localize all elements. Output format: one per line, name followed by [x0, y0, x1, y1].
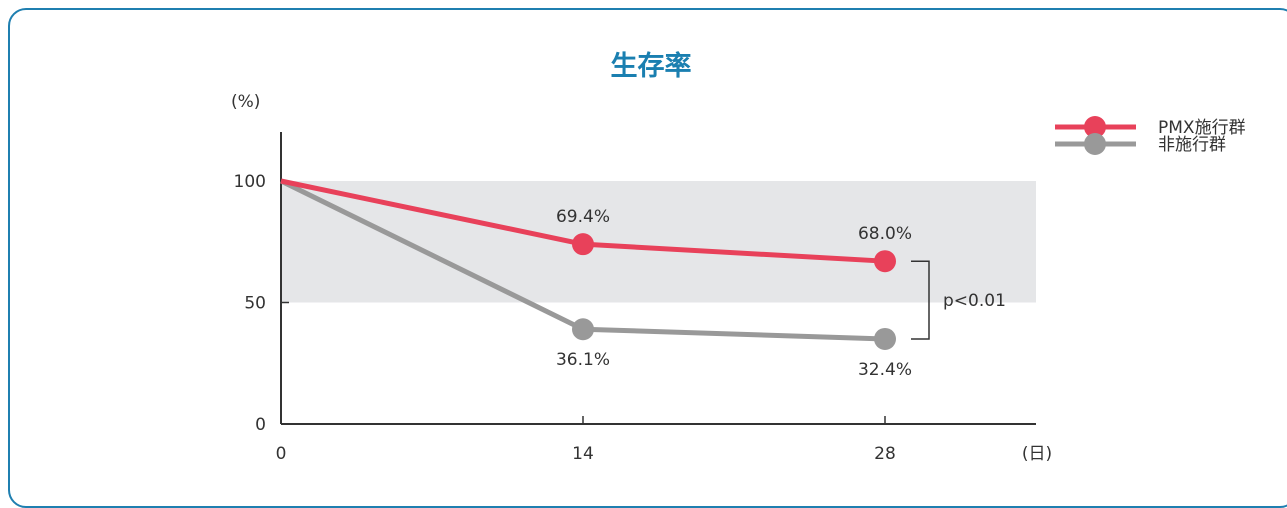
y-tick-label: 100 — [234, 172, 266, 192]
y-tick-label: 50 — [244, 294, 266, 314]
data-label: 32.4% — [858, 360, 912, 380]
x-tick-label: 0 — [276, 444, 287, 464]
significance-bracket — [911, 260, 930, 340]
significance-label: p<0.01 — [943, 291, 1006, 311]
shaded-band — [281, 181, 1036, 303]
survival-chart: 0 50 100 0 14 28 (%) (日) 69.4% 68.0% 36.1% 32.4% p<… — [231, 92, 1246, 464]
data-label: 69.4% — [556, 207, 610, 227]
y-tick-label: 0 — [255, 415, 266, 435]
data-point — [874, 250, 896, 273]
x-axis-label: (日) — [1022, 444, 1052, 464]
x-tick-label: 28 — [874, 444, 896, 464]
legend-marker — [1084, 133, 1106, 155]
legend-marker — [1084, 116, 1106, 138]
data-point — [572, 318, 594, 341]
data-point — [572, 233, 594, 256]
data-label: 68.0% — [858, 224, 912, 244]
legend-label: 非施行群 — [1158, 135, 1226, 155]
data-label: 36.1% — [556, 350, 610, 370]
y-axis-label: (%) — [231, 92, 260, 112]
legend-label: PMX施行群 — [1158, 118, 1246, 138]
data-point — [874, 327, 896, 350]
chart-title: 生存率 — [610, 51, 692, 82]
x-tick-label: 14 — [572, 444, 594, 464]
